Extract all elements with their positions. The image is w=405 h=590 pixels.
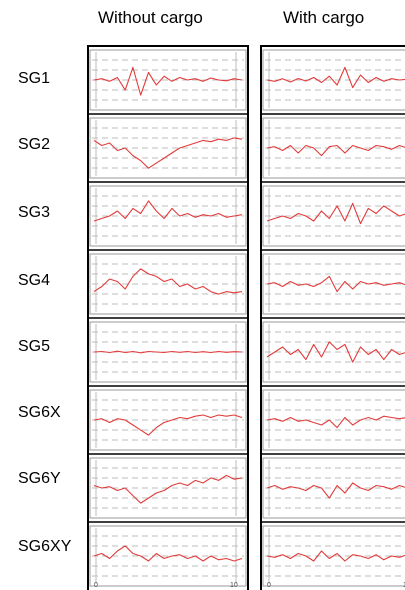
column-title-with-cargo: With cargo: [283, 8, 365, 27]
tick-label-start-1: 0: [267, 582, 271, 589]
trace-SG6X-without_cargo: [93, 414, 243, 436]
row-label-sg1: SG1: [18, 70, 51, 87]
panel-SG4-1: [262, 253, 405, 315]
trace-SG6X-with_cargo: [266, 415, 405, 429]
trace-SG1-with_cargo: [266, 66, 405, 89]
row-label-sg4: SG4: [18, 272, 51, 289]
trace-SG6XY-with_cargo: [266, 550, 405, 562]
column-frame-1: [260, 45, 405, 590]
trace-SG3-with_cargo: [266, 202, 405, 225]
row-label-sg6xy: SG6XY: [18, 538, 72, 555]
tick-label-end-0: 10: [230, 582, 238, 589]
trace-SG1-without_cargo: [93, 66, 243, 96]
trace-SG6Y-without_cargo: [93, 474, 243, 504]
panel-SG6Y-1: [262, 457, 405, 519]
column-title-without-cargo: Without cargo: [98, 8, 203, 27]
trace-SG6XY-without_cargo: [93, 545, 243, 562]
row-label-sg2: SG2: [18, 136, 51, 153]
trace-SG6Y-with_cargo: [266, 482, 405, 499]
row-label-sg5: SG5: [18, 338, 51, 355]
trace-SG3-without_cargo: [93, 200, 243, 222]
row-label-sg6x: SG6X: [18, 404, 61, 421]
panel-SG5-1: [262, 321, 405, 383]
trace-SG5-with_cargo: [266, 341, 405, 363]
trace-SG4-without_cargo: [93, 268, 243, 295]
trace-SG5-without_cargo: [93, 350, 243, 354]
row-label-sg6y: SG6Y: [18, 470, 61, 487]
panel-SG2-1: [262, 117, 405, 179]
trace-SG2-with_cargo: [266, 144, 405, 157]
tick-label-end-1: 10: [403, 582, 405, 589]
trace-SG2-without_cargo: [93, 137, 243, 169]
tick-label-start-0: 0: [94, 582, 98, 589]
row-label-sg3: SG3: [18, 204, 51, 221]
column-frame-0: [87, 45, 249, 590]
trace-SG4-with_cargo: [266, 275, 405, 293]
